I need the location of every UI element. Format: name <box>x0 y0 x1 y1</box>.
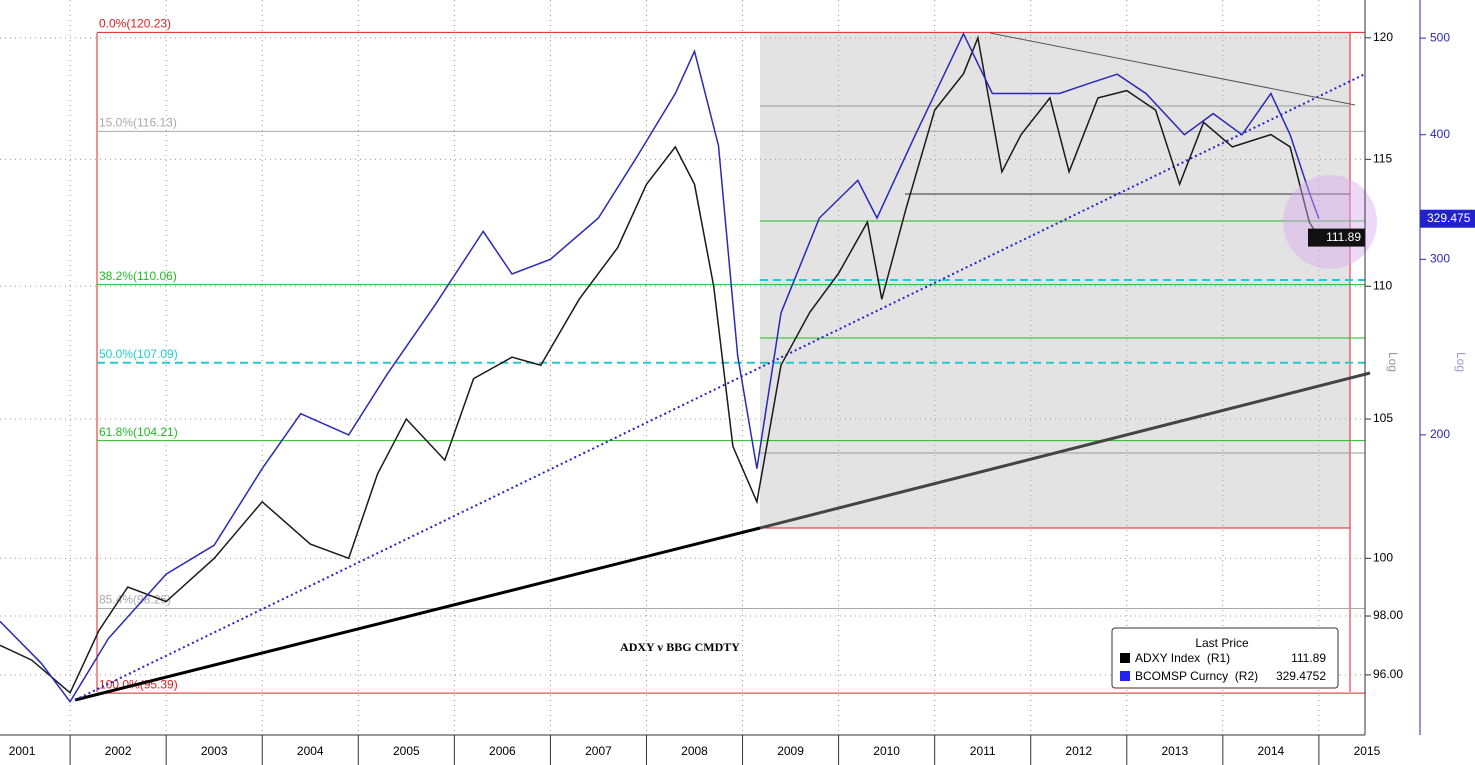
fib-label: 50.0%(107.09) <box>99 347 178 361</box>
r2-axis-label: Log <box>1454 352 1468 372</box>
r1-axis-label: Log <box>1386 352 1400 372</box>
highlight-circle <box>1283 175 1377 269</box>
x-tick-label: 2012 <box>1065 744 1092 758</box>
legend-swatch <box>1120 671 1130 681</box>
fib-label: 38.2%(110.06) <box>99 269 177 283</box>
x-tick-label: 2008 <box>681 744 708 758</box>
x-tick-label: 2004 <box>297 744 324 758</box>
last-price-box <box>1420 209 1475 228</box>
last-price-label: 329.475 <box>1427 211 1471 225</box>
legend: Last Price ADXY Index (R1) 111.89 BCOMSP… <box>1111 627 1339 689</box>
extra-levels <box>760 105 1365 454</box>
plot <box>0 32 1320 704</box>
y2-tick-label: 500 <box>1430 30 1450 44</box>
x-tick-label: 2007 <box>585 744 612 758</box>
fib-label: 61.8%(104.21) <box>99 425 178 439</box>
x-tick-label: 2010 <box>873 744 900 758</box>
y-tick-label: 105 <box>1373 411 1393 425</box>
series-line <box>0 35 1320 695</box>
y-tick-label: 110 <box>1373 278 1392 292</box>
y-tick-label: 115 <box>1373 151 1392 165</box>
y-tick-label: 120 <box>1373 30 1393 44</box>
y2-tick-label: 400 <box>1430 127 1450 141</box>
legend-value: 111.89 <box>1291 651 1326 665</box>
x-tick-label: 2003 <box>201 744 228 758</box>
trend-line <box>74 73 1366 701</box>
x-tick-label: 2002 <box>105 744 132 758</box>
legend-box <box>1111 627 1339 689</box>
x-tick-label: 2001 <box>9 744 36 758</box>
trend-line <box>759 371 1371 530</box>
fib-label: 15.0%(116.13) <box>99 116 177 130</box>
legend-label: ADXY Index (R1) <box>1135 651 1230 665</box>
y-tick-label: 96.00 <box>1373 667 1403 681</box>
fib-label: 0.0%(120.23) <box>99 17 171 31</box>
last-price-box <box>1308 228 1365 247</box>
axes: 2001 2002 2003 2004 2005 2006 2007 2008 2009 2010… <box>9 30 1475 765</box>
series-line <box>0 32 1320 704</box>
x-tick-label: 2006 <box>489 744 516 758</box>
x-tick-label: 2009 <box>777 744 804 758</box>
trend-line <box>989 32 1356 106</box>
x-tick-label: 2011 <box>970 744 996 758</box>
legend-title: Last Price <box>1195 636 1249 650</box>
chart-title: ADXY v BBG CMDTY <box>620 640 740 654</box>
y-tick-label: 100 <box>1373 551 1393 565</box>
legend-value: 329.4752 <box>1276 669 1326 683</box>
y2-tick-label: 300 <box>1430 251 1450 265</box>
x-tick-label: 2014 <box>1258 744 1285 758</box>
legend-label: BCOMSP Curncy (R2) <box>1135 669 1258 683</box>
x-tick-label: 2005 <box>393 744 420 758</box>
y2-tick-label: 200 <box>1430 427 1450 441</box>
y-tick-label: 98.00 <box>1373 608 1403 622</box>
trend-line <box>74 526 761 702</box>
x-tick-label: 2013 <box>1161 744 1188 758</box>
x-tick-label: 2015 <box>1354 744 1381 758</box>
last-price-label: 111.89 <box>1326 230 1361 244</box>
legend-swatch <box>1120 653 1130 663</box>
